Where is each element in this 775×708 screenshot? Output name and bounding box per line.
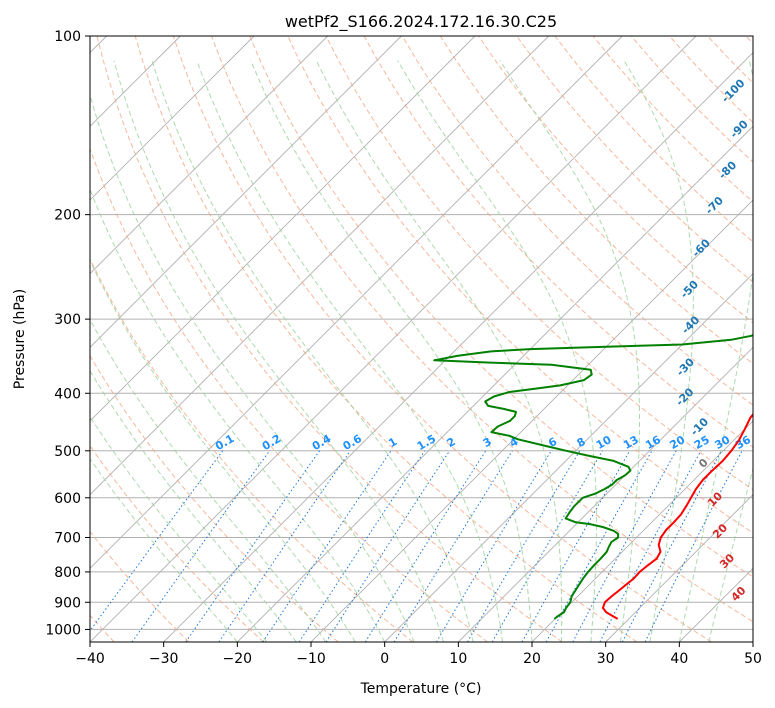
dry-adiabat-line — [90, 147, 488, 642]
moist-adiabat-line — [90, 93, 415, 642]
moist-adiabat-line — [499, 60, 640, 642]
y-tick-label: 100 — [54, 29, 81, 45]
isotherm-line — [90, 36, 623, 569]
moist-adiabat-line — [113, 60, 445, 642]
mixing-ratio-line — [298, 450, 426, 642]
mixing-ratio-line — [644, 450, 743, 642]
x-tick-label: −30 — [149, 651, 179, 667]
y-tick-label: 600 — [54, 491, 81, 507]
moist-adiabat-line — [196, 60, 503, 642]
mixing-ratio-line — [364, 450, 487, 642]
dry-adiabat-line — [401, 36, 753, 406]
moist-adiabat-line — [678, 60, 753, 642]
moist-adiabat-line — [90, 415, 268, 642]
mixing-ratio-line — [131, 450, 271, 642]
x-axis-label: Temperature (°C) — [360, 681, 482, 697]
isotherm-line — [237, 125, 753, 642]
mixing-ratio-line — [262, 450, 392, 642]
y-tick-label: 1000 — [45, 622, 81, 638]
axes: −40 −30 −20 −10 0 10 20 30 40 50 100 200 300 400 500 60… — [45, 29, 762, 667]
y-tick-label: 300 — [54, 312, 81, 328]
x-tick-label: −40 — [75, 651, 105, 667]
dry-adiabat-line — [211, 36, 753, 623]
x-tick-label: 30 — [597, 651, 615, 667]
isotherm-line — [90, 36, 697, 642]
dry-adiabat-line — [90, 530, 190, 642]
moist-adiabat-line — [397, 60, 597, 642]
x-tick-label: −20 — [223, 651, 253, 667]
chart-title: wetPf2_S166.2024.172.16.30.C25 — [285, 12, 557, 32]
background-reference-lines — [90, 36, 753, 642]
isotherm-line — [90, 36, 549, 496]
mixing-ratio-line — [90, 450, 224, 632]
moist-adiabat-line — [90, 259, 356, 642]
y-tick-label: 200 — [54, 208, 81, 224]
moist-adiabat-line — [151, 60, 474, 642]
isotherm-line — [458, 346, 753, 642]
dry-adiabat-line — [516, 36, 753, 283]
y-tick-label: 900 — [54, 595, 81, 611]
isotherm-line — [90, 36, 328, 275]
mixing-ratio-line — [325, 450, 451, 642]
profile-series — [433, 334, 753, 620]
mixing-ratio-line — [599, 450, 702, 642]
x-tick-label: −10 — [296, 651, 326, 667]
mixing-ratio-line — [435, 450, 552, 642]
moist-adiabat-line — [315, 60, 563, 642]
dry-adiabat-line — [439, 36, 753, 365]
temperature-profile-line — [601, 412, 753, 620]
plot-frame — [89, 35, 754, 643]
x-tick-label: 20 — [523, 651, 541, 667]
dry-adiabat-line — [134, 36, 638, 642]
moist-adiabat-line — [90, 187, 386, 642]
mixing-ratio-line — [572, 450, 677, 642]
mixing-ratio-line — [521, 450, 631, 642]
isotherm-line — [531, 420, 753, 642]
moist-adiabat-line — [90, 318, 327, 642]
moist-adiabat-line — [90, 369, 297, 642]
dry-adiabat-line — [172, 36, 712, 642]
y-tick-label: 400 — [54, 386, 81, 402]
moist-adiabat-line — [250, 60, 533, 642]
y-axis-label: Pressure (hPa) — [12, 289, 28, 389]
x-tick-label: 50 — [744, 651, 762, 667]
dewpoint-profile-line — [433, 334, 753, 620]
dry-adiabat-line — [90, 257, 414, 642]
moist-adiabat-line — [90, 457, 238, 642]
y-tick-label: 500 — [54, 444, 81, 460]
isotherm-line — [90, 36, 476, 422]
isotherm-line — [384, 273, 753, 642]
dry-adiabat-line — [90, 444, 264, 642]
x-tick-label: 0 — [380, 651, 389, 667]
dry-adiabat-line — [96, 36, 563, 642]
isotherm-line — [605, 494, 753, 642]
x-tick-label: 40 — [670, 651, 688, 667]
mixing-ratio-line — [545, 450, 653, 642]
moist-adiabat-line — [708, 466, 753, 642]
mixing-ratio-line — [218, 450, 351, 642]
dry-adiabat-line — [90, 354, 339, 642]
moist-adiabat-line — [623, 60, 694, 642]
x-tick-label: 10 — [449, 651, 467, 667]
dry-adiabat-line — [249, 36, 753, 578]
isotherm-line — [90, 36, 402, 348]
isotherm-line — [163, 52, 753, 642]
y-tick-label: 700 — [54, 531, 81, 547]
isotherm-line — [90, 36, 255, 201]
y-tick-label: 800 — [54, 565, 81, 581]
mixing-ratio-line — [185, 450, 321, 642]
